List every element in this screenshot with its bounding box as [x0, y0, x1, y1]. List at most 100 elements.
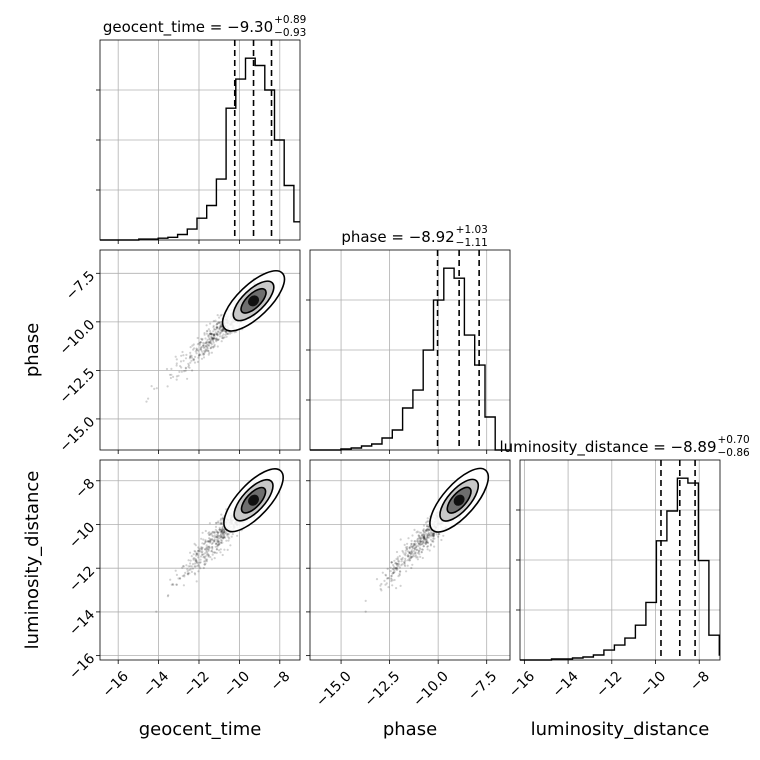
x-tick-label: −10.0	[410, 668, 452, 710]
sample-point	[220, 340, 223, 343]
sample-point	[197, 550, 200, 553]
sample-point	[432, 534, 435, 537]
sample-point	[428, 528, 431, 532]
panel-title-luminosity_distance: luminosity_distance = −8.89 +0.70−0.86	[499, 434, 750, 459]
sample-point	[216, 322, 219, 325]
sample-point	[430, 532, 433, 535]
sample-point	[426, 528, 429, 531]
sample-point	[396, 564, 399, 567]
sample-point	[410, 542, 413, 546]
sample-point	[421, 543, 424, 546]
sample-point	[390, 574, 393, 578]
hist-panel-geocent_time	[96, 39, 301, 244]
sample-point	[209, 540, 212, 543]
sample-point	[221, 516, 224, 519]
sample-point	[145, 400, 148, 403]
sample-point	[216, 535, 219, 538]
sample-point	[197, 356, 200, 359]
sample-point	[201, 352, 204, 355]
sample-point	[216, 334, 219, 337]
sample-point	[212, 330, 215, 333]
sample-point	[418, 547, 421, 550]
sample-point	[189, 351, 192, 354]
sample-point	[205, 558, 208, 561]
sample-point	[219, 335, 222, 338]
y-tick-label: −10	[66, 519, 98, 551]
sample-point	[417, 541, 420, 545]
sample-point	[419, 538, 422, 541]
sample-point	[391, 568, 394, 571]
sample-point	[210, 343, 213, 346]
sample-point	[198, 549, 201, 552]
sample-point	[194, 550, 197, 553]
sample-point	[422, 535, 425, 539]
sample-point	[225, 330, 228, 333]
title-main: phase = −8.92	[341, 228, 454, 246]
sample-point	[422, 541, 425, 544]
sample-point	[209, 346, 212, 350]
panel-title-geocent_time: geocent_time = −9.30 +0.89−0.93	[103, 14, 306, 39]
sample-point	[401, 558, 404, 561]
sample-point	[186, 572, 189, 576]
sample-point	[202, 344, 205, 347]
sample-point	[205, 330, 208, 333]
sample-point	[403, 543, 406, 547]
sample-point	[384, 574, 388, 577]
sample-point	[192, 558, 195, 561]
sample-point	[192, 358, 196, 361]
sample-point	[194, 559, 197, 562]
sample-point	[210, 332, 213, 335]
sample-point	[424, 531, 427, 534]
sample-point	[418, 549, 421, 553]
sample-point	[395, 563, 398, 566]
sample-point	[394, 561, 398, 565]
sample-point	[207, 350, 210, 353]
sample-point	[391, 579, 394, 582]
sample-point	[219, 519, 222, 522]
sample-point	[195, 560, 198, 563]
sample-point	[175, 375, 178, 378]
sample-point	[205, 324, 208, 327]
sample-point	[410, 545, 413, 549]
sample-point	[217, 531, 220, 535]
sample-point	[205, 341, 208, 344]
sample-point	[224, 530, 228, 533]
sample-point	[410, 542, 413, 546]
sample-point	[219, 314, 222, 317]
sample-point	[432, 532, 435, 536]
sample-point	[420, 551, 423, 554]
sample-point	[398, 560, 401, 563]
sample-point	[210, 345, 213, 348]
sample-point	[415, 556, 418, 559]
sample-point	[432, 534, 435, 537]
sample-point	[209, 541, 212, 544]
sample-point	[408, 551, 411, 554]
sample-point	[184, 366, 187, 369]
sample-point	[220, 536, 223, 539]
sample-point	[399, 538, 402, 541]
sample-point	[418, 542, 421, 546]
sample-point	[189, 356, 192, 359]
sample-point	[364, 599, 367, 603]
sample-point	[202, 346, 205, 349]
sample-point	[195, 562, 198, 565]
sample-point	[189, 361, 192, 364]
sample-point	[184, 571, 187, 575]
sample-point	[208, 546, 211, 550]
sample-point	[409, 557, 412, 560]
sample-point	[213, 536, 216, 539]
sample-point	[210, 332, 214, 335]
sample-point	[205, 340, 208, 343]
sample-point	[217, 338, 220, 341]
sample-point	[420, 534, 423, 537]
sample-point	[425, 536, 428, 539]
sample-point	[217, 543, 220, 547]
sample-point	[384, 583, 387, 586]
sample-point	[199, 353, 202, 357]
sample-point	[216, 540, 219, 543]
sample-point	[212, 333, 216, 336]
sample-point	[184, 369, 187, 372]
sample-point	[208, 351, 211, 355]
sample-point	[426, 520, 429, 523]
sample-point	[421, 541, 424, 544]
